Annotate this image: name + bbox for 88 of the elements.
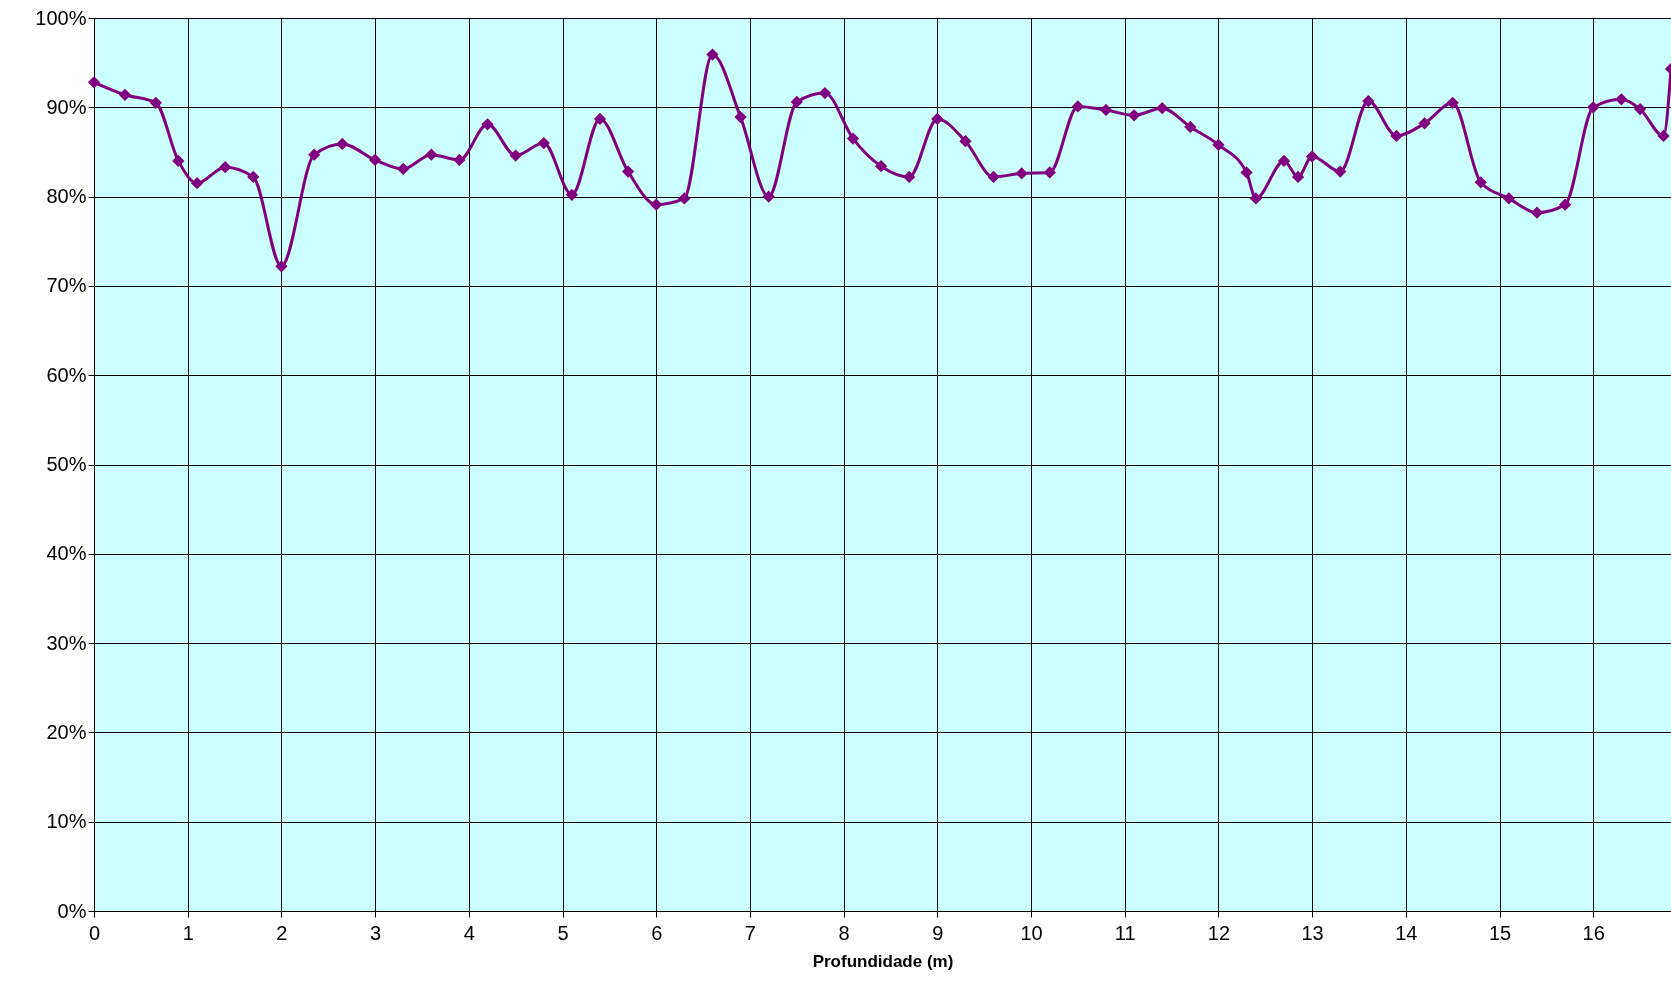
- point: [678, 192, 691, 205]
- point: [903, 170, 916, 184]
- point: [1291, 170, 1305, 184]
- y-tick-label: 50%: [46, 453, 87, 475]
- point: [336, 137, 349, 151]
- point: [397, 162, 410, 176]
- x-tick-label: 1: [182, 921, 194, 944]
- point: [1502, 192, 1516, 205]
- point: [1127, 109, 1141, 122]
- point: [959, 135, 972, 148]
- y-tick-label: 40%: [46, 542, 87, 565]
- point: [593, 112, 607, 126]
- point: [1306, 150, 1319, 163]
- point: [275, 260, 288, 273]
- point: [1418, 117, 1431, 130]
- point: [87, 76, 101, 89]
- point: [1249, 192, 1263, 205]
- x-tick-label: 15: [1488, 921, 1512, 944]
- x-tick-label: 5: [557, 921, 569, 944]
- point: [1212, 138, 1225, 151]
- point: [118, 88, 132, 101]
- point: [1633, 102, 1647, 116]
- point: [1071, 100, 1084, 113]
- point: [308, 148, 321, 161]
- point: [987, 170, 1000, 184]
- point: [1446, 96, 1459, 109]
- point: [425, 148, 438, 161]
- point: [1156, 102, 1169, 115]
- x-tick-label: 9: [932, 921, 944, 944]
- point: [481, 118, 494, 131]
- x-tick-label: 11: [1114, 921, 1136, 944]
- point: [453, 153, 466, 167]
- x-tick-label: 7: [744, 921, 756, 944]
- point: [762, 190, 775, 203]
- point: [1615, 93, 1628, 106]
- x-tick-label: 0: [88, 921, 101, 944]
- point: [219, 161, 232, 174]
- point: [790, 95, 803, 109]
- point: [1015, 167, 1028, 180]
- point: [1362, 94, 1375, 108]
- point: [172, 154, 185, 167]
- y-tick-label: 100%: [35, 6, 87, 29]
- point: [1043, 166, 1056, 179]
- point: [565, 188, 578, 201]
- y-tick-label: 0%: [57, 899, 87, 922]
- point: [247, 170, 260, 184]
- point: [846, 132, 860, 145]
- point: [190, 177, 204, 190]
- x-tick-label: 6: [651, 921, 663, 944]
- point: [1657, 129, 1670, 142]
- x-tick-label: 8: [838, 921, 850, 944]
- x-tick-label: 3: [370, 921, 382, 944]
- y-tick-label: 90%: [46, 95, 87, 118]
- y-tick-label: 20%: [46, 720, 87, 743]
- y-tick-label: 60%: [46, 363, 87, 386]
- x-tick-label: 2: [276, 921, 288, 944]
- point: [1558, 198, 1572, 211]
- y-tick-label: 30%: [46, 631, 87, 654]
- y-tick-label: 70%: [46, 274, 87, 297]
- point: [1474, 176, 1487, 189]
- point: [818, 86, 831, 100]
- point: [706, 48, 719, 61]
- y-tick-label: 80%: [46, 185, 87, 208]
- x-tick-label: 4: [463, 921, 475, 944]
- point: [509, 149, 522, 162]
- point: [1184, 120, 1197, 134]
- point: [874, 160, 888, 173]
- point: [537, 136, 550, 150]
- point: [1530, 206, 1544, 219]
- point: [734, 111, 747, 124]
- point: [1587, 101, 1600, 114]
- y-tick-label: 10%: [46, 810, 87, 833]
- x-tick-label: 13: [1301, 921, 1324, 944]
- point: [368, 153, 382, 167]
- x-tick-label: 14: [1395, 921, 1418, 944]
- point: [1240, 166, 1253, 179]
- point: [1334, 165, 1347, 178]
- point: [931, 112, 944, 126]
- point: [1277, 154, 1291, 167]
- x-tick-label: 16: [1582, 921, 1605, 944]
- x-tick-label: 10: [1020, 921, 1043, 944]
- x-axis-title: Profundidade (m): [812, 951, 954, 971]
- point: [650, 198, 663, 211]
- point: [1390, 129, 1403, 142]
- point: [149, 96, 162, 109]
- x-tick-label: 12: [1207, 921, 1231, 944]
- point: [621, 165, 635, 178]
- point: [1099, 103, 1113, 117]
